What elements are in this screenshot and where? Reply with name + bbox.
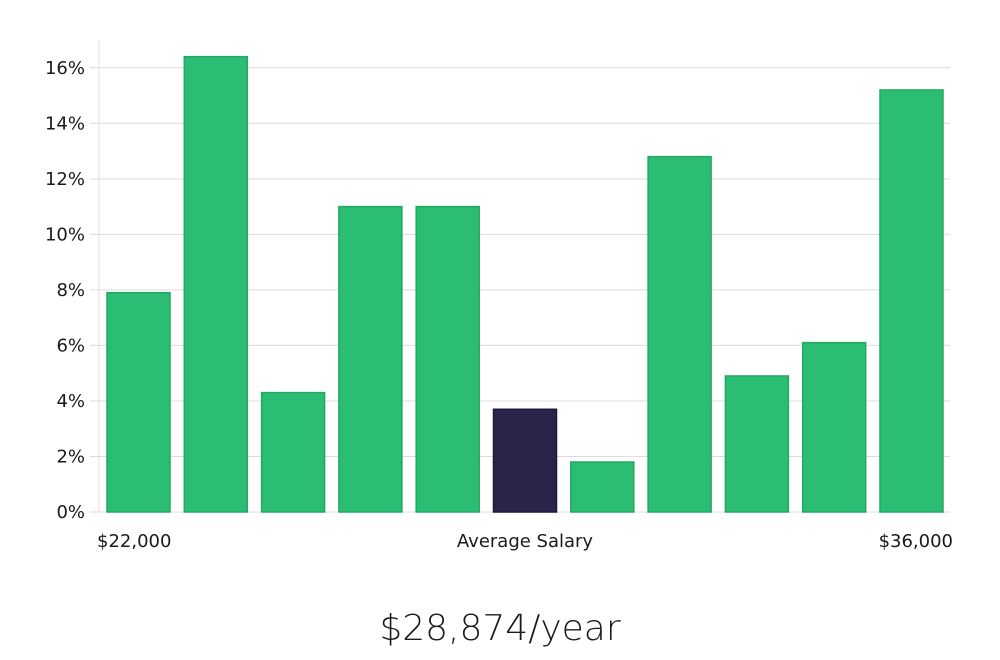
bar [415, 205, 480, 513]
salary-distribution-chart: 0% 2% 4% 6% 8% 10% 12% 14% 16% $22,000 Average S… [45, 40, 953, 552]
bar [801, 341, 867, 513]
y-tick-label: 12% [45, 169, 85, 190]
y-tick-label: 0% [56, 502, 85, 523]
bar [724, 375, 790, 513]
x-axis-center-label: Average Salary [457, 531, 594, 552]
bar [879, 89, 944, 513]
average-salary-value: $28,874/year [379, 608, 621, 649]
y-tick-labels: 0% 2% 4% 6% 8% 10% 12% 14% 16% [45, 58, 85, 523]
bar [106, 291, 171, 513]
y-tick-label: 4% [56, 391, 85, 412]
x-axis-right-label: $36,000 [879, 531, 953, 552]
x-axis-left-label: $22,000 [97, 531, 171, 552]
y-tick-label: 10% [45, 224, 85, 245]
bars [106, 55, 944, 513]
bar-highlighted [492, 408, 558, 513]
y-tick-label: 16% [45, 58, 85, 79]
bar [570, 461, 635, 513]
y-tick-label: 2% [56, 446, 85, 467]
y-tick-label: 6% [56, 335, 85, 356]
bar [183, 55, 249, 513]
bar [260, 391, 326, 513]
y-tick-label: 8% [56, 280, 85, 301]
y-tick-label: 14% [45, 113, 85, 134]
bar [338, 205, 403, 513]
bar [647, 155, 712, 513]
